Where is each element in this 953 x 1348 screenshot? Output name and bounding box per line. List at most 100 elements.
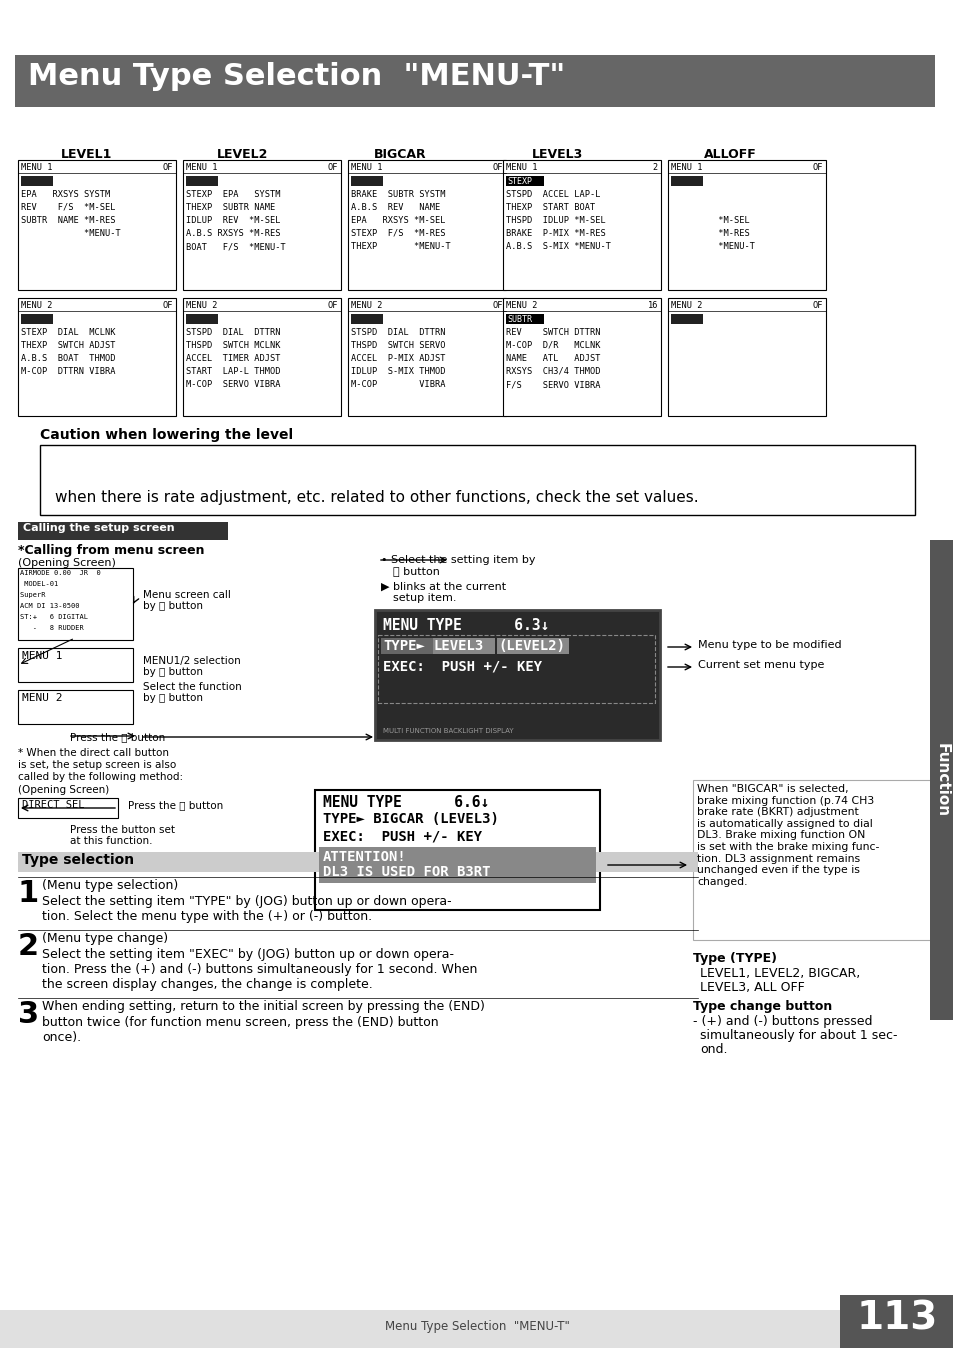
Text: Press the ⓘ button: Press the ⓘ button: [70, 732, 165, 741]
Text: F/S    SERVO VIBRA: F/S SERVO VIBRA: [505, 380, 599, 390]
Text: LEVEL1, LEVEL2, BIGCAR,: LEVEL1, LEVEL2, BIGCAR,: [700, 967, 860, 980]
Text: OF: OF: [812, 301, 822, 310]
Text: STEXP  F/S  *M-RES: STEXP F/S *M-RES: [351, 229, 445, 239]
Bar: [183, 160, 340, 290]
Bar: [505, 177, 543, 186]
Bar: [505, 314, 543, 324]
Text: THEXP  SWTCH ADJST: THEXP SWTCH ADJST: [21, 341, 115, 350]
Text: button twice (for function menu screen, press the (END) button: button twice (for function menu screen, …: [42, 1016, 438, 1029]
Bar: [18, 798, 118, 818]
Bar: [670, 314, 702, 324]
Text: BOAT   F/S  *MENU-T: BOAT F/S *MENU-T: [186, 243, 286, 251]
Text: 2: 2: [18, 931, 39, 961]
Text: • Select the setting item by: • Select the setting item by: [380, 555, 535, 565]
Text: LEVEL3: LEVEL3: [532, 148, 583, 160]
Text: once).: once).: [42, 1031, 81, 1043]
Bar: [667, 160, 825, 290]
Text: When "BIGCAR" is selected,
brake mixing function (p.74 CH3
brake rate (BKRT) adj: When "BIGCAR" is selected, brake mixing …: [697, 785, 879, 887]
Text: M-COP  SERVO VIBRA: M-COP SERVO VIBRA: [186, 380, 280, 390]
Text: NAME   ATL   ADJST: NAME ATL ADJST: [505, 355, 599, 363]
Text: by ⓺ button: by ⓺ button: [143, 667, 203, 677]
Text: Menu Type Selection  "MENU-T": Menu Type Selection "MENU-T": [384, 1320, 569, 1333]
Text: MENU 1: MENU 1: [21, 163, 52, 173]
Text: tion. Select the menu type with the (+) or (-) button.: tion. Select the menu type with the (+) …: [42, 910, 372, 923]
Text: simultaneously for about 1 sec-: simultaneously for about 1 sec-: [700, 1029, 897, 1042]
Text: tion. Press the (+) and (-) buttons simultaneously for 1 second. When: tion. Press the (+) and (-) buttons simu…: [42, 962, 477, 976]
Text: when there is rate adjustment, etc. related to other functions, check the set va: when there is rate adjustment, etc. rela…: [55, 491, 698, 506]
Text: OF: OF: [492, 301, 502, 310]
Bar: [18, 568, 132, 640]
Bar: [18, 690, 132, 724]
Text: ACCEL  TIMER ADJST: ACCEL TIMER ADJST: [186, 355, 280, 363]
Text: 16: 16: [647, 301, 658, 310]
Text: 113: 113: [856, 1299, 937, 1339]
Text: OF: OF: [327, 163, 337, 173]
Text: (Opening Screen): (Opening Screen): [18, 785, 110, 795]
Text: SUBTR: SUBTR: [506, 315, 532, 324]
Text: THEXP  SUBTR NAME: THEXP SUBTR NAME: [186, 204, 275, 212]
Text: Press the ⓫ button: Press the ⓫ button: [128, 799, 223, 810]
Text: ATTENTION!: ATTENTION!: [323, 851, 406, 864]
Text: MENU1/2 selection: MENU1/2 selection: [143, 656, 240, 666]
Bar: [348, 160, 505, 290]
Bar: [314, 790, 599, 910]
Text: MODEL-01: MODEL-01: [20, 581, 88, 586]
Text: STEXP: STEXP: [506, 177, 532, 186]
Text: MENU 2: MENU 2: [21, 301, 52, 310]
Text: MENU 1: MENU 1: [670, 163, 701, 173]
Text: BRAKE  SUBTR SYSTM: BRAKE SUBTR SYSTM: [351, 190, 445, 200]
Text: Caution when lowering the level: Caution when lowering the level: [40, 429, 293, 442]
Text: STSPD  DIAL  DTTRN: STSPD DIAL DTTRN: [186, 328, 280, 337]
Text: ACCEL  P-MIX ADJST: ACCEL P-MIX ADJST: [351, 355, 445, 363]
Text: IDLUP  REV  *M-SEL: IDLUP REV *M-SEL: [186, 216, 280, 225]
Text: MENU 1: MENU 1: [186, 163, 217, 173]
Bar: [18, 852, 698, 872]
Text: at this function.: at this function.: [70, 836, 152, 847]
Text: SUBTR  NAME *M-RES: SUBTR NAME *M-RES: [21, 216, 115, 225]
Text: (Menu type selection): (Menu type selection): [42, 879, 178, 892]
Bar: [18, 648, 132, 682]
Text: Menu screen call: Menu screen call: [143, 590, 231, 600]
Text: AIRMODE 0.00  JR  0: AIRMODE 0.00 JR 0: [20, 570, 101, 576]
Text: Menu Type Selection  "MENU-T": Menu Type Selection "MENU-T": [28, 62, 565, 92]
Text: IDLUP  S-MIX THMOD: IDLUP S-MIX THMOD: [351, 367, 445, 376]
Text: is set, the setup screen is also: is set, the setup screen is also: [18, 760, 176, 770]
Text: Function: Function: [934, 743, 948, 817]
Text: M-COP  D/R   MCLNK: M-COP D/R MCLNK: [505, 341, 599, 350]
Text: Calling the setup screen: Calling the setup screen: [23, 523, 174, 532]
Text: When ending setting, return to the initial screen by pressing the (END): When ending setting, return to the initi…: [42, 1000, 484, 1012]
Bar: [433, 638, 495, 654]
Text: LEVEL3: LEVEL3: [434, 639, 484, 652]
Bar: [497, 638, 568, 654]
Text: OF: OF: [327, 301, 337, 310]
Text: BRAKE  P-MIX *M-RES: BRAKE P-MIX *M-RES: [505, 229, 605, 239]
Bar: [18, 160, 175, 290]
Text: MENU 2: MENU 2: [351, 301, 382, 310]
Text: 1: 1: [18, 879, 39, 909]
Text: by ⓘ button: by ⓘ button: [143, 693, 203, 704]
Bar: [351, 177, 382, 186]
Text: MENU 2: MENU 2: [505, 301, 537, 310]
Text: A.B.S  BOAT  THMOD: A.B.S BOAT THMOD: [21, 355, 115, 363]
Text: 3: 3: [18, 1000, 39, 1029]
Text: Press the button set: Press the button set: [70, 825, 174, 834]
Text: TYPE►: TYPE►: [382, 639, 424, 652]
Text: THSPD  IDLUP *M-SEL: THSPD IDLUP *M-SEL: [505, 216, 605, 225]
Text: STEXP  DIAL  MCLNK: STEXP DIAL MCLNK: [21, 328, 115, 337]
Text: A.B.S  REV   NAME: A.B.S REV NAME: [351, 204, 439, 212]
Text: EXEC:  PUSH +/- KEY: EXEC: PUSH +/- KEY: [382, 661, 541, 674]
Text: RXSYS  CH3/4 THMOD: RXSYS CH3/4 THMOD: [505, 367, 599, 376]
Text: the screen display changes, the change is complete.: the screen display changes, the change i…: [42, 979, 373, 991]
Text: DIRECT SEL: DIRECT SEL: [22, 799, 85, 810]
Text: MENU 2: MENU 2: [22, 693, 63, 704]
Text: Type change button: Type change button: [692, 1000, 831, 1012]
Bar: [502, 160, 660, 290]
Bar: [351, 314, 382, 324]
Text: OF: OF: [492, 163, 502, 173]
Bar: [318, 847, 596, 883]
Text: MENU TYPE      6.6↓: MENU TYPE 6.6↓: [323, 795, 489, 810]
Text: *M-RES: *M-RES: [670, 229, 749, 239]
Text: TYPE► BIGCAR (LEVEL3): TYPE► BIGCAR (LEVEL3): [323, 811, 498, 826]
Bar: [840, 1295, 953, 1348]
Bar: [186, 177, 218, 186]
